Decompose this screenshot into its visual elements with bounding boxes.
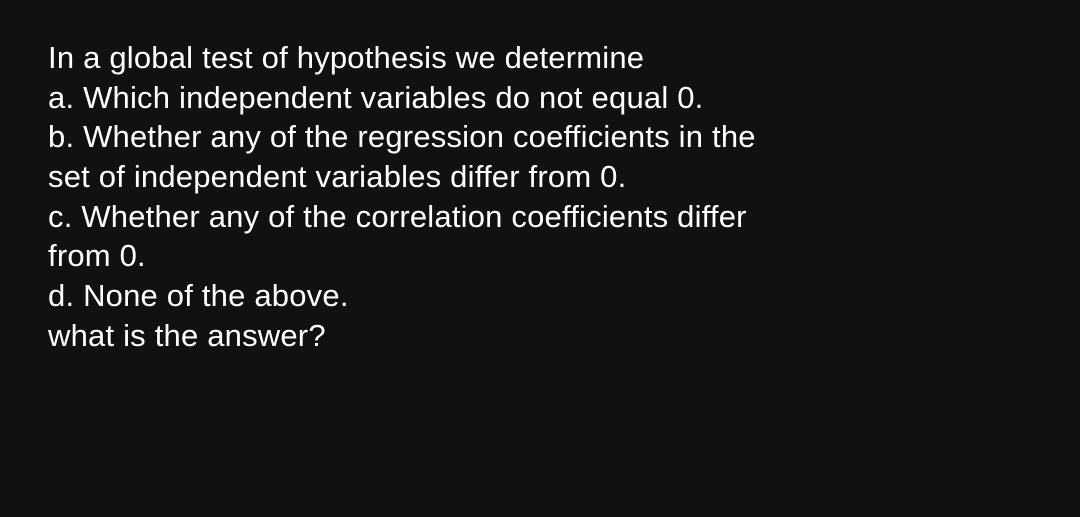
option-c-line2: from 0. bbox=[48, 236, 1032, 276]
option-d: d. None of the above. bbox=[48, 276, 1032, 316]
option-b-line2: set of independent variables differ from… bbox=[48, 157, 1032, 197]
option-a: a. Which independent variables do not eq… bbox=[48, 78, 1032, 118]
answer-prompt: what is the answer? bbox=[48, 316, 1032, 356]
option-b-line1: b. Whether any of the regression coeffic… bbox=[48, 117, 1032, 157]
question-block: In a global test of hypothesis we determ… bbox=[0, 0, 1080, 355]
option-c-line1: c. Whether any of the correlation coeffi… bbox=[48, 197, 1032, 237]
question-stem: In a global test of hypothesis we determ… bbox=[48, 38, 1032, 78]
